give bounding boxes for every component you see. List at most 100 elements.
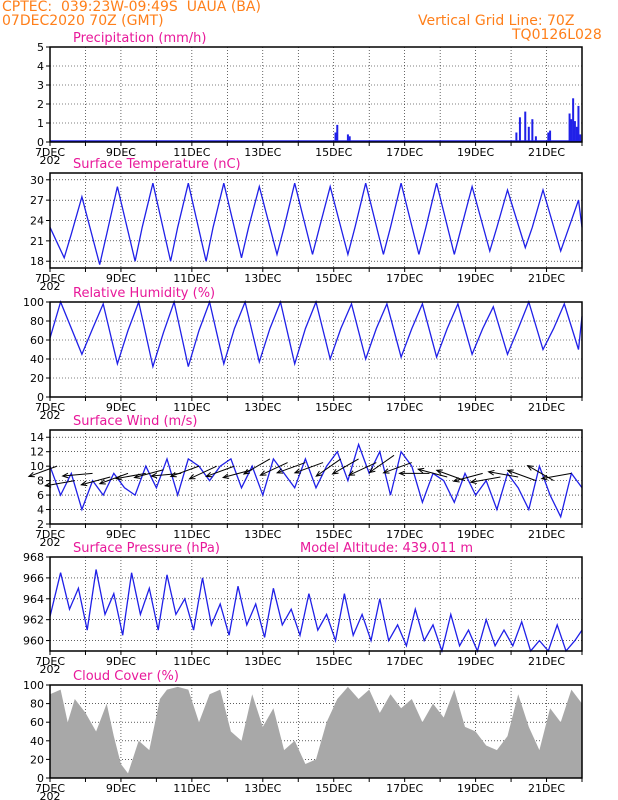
wind-arrow xyxy=(28,465,58,477)
x-tick-label: 15DEC xyxy=(315,655,352,668)
wind-arrow xyxy=(541,472,572,480)
y-tick-label: 12 xyxy=(30,446,44,459)
y-tick-label: 24 xyxy=(30,215,44,228)
wind-arrow-head xyxy=(417,467,425,474)
y-tick-label: 60 xyxy=(30,334,44,347)
precip-bar xyxy=(579,134,582,142)
wind-arrow xyxy=(470,476,501,483)
x-tick-label: 17DEC xyxy=(386,401,423,414)
panel-frame xyxy=(49,46,583,143)
wind-arrow-head xyxy=(169,471,177,478)
precip-bar xyxy=(348,136,351,142)
y-tick-label: 0 xyxy=(37,136,44,149)
x-tick-label: 19DEC xyxy=(457,528,494,541)
y-tick-label: 100 xyxy=(23,296,44,309)
precip-bar xyxy=(570,119,573,142)
y-tick-label: 30 xyxy=(30,174,44,187)
precip-bar xyxy=(577,105,580,142)
product-code: TQ0126L028 xyxy=(512,27,602,43)
wind-arrow-head xyxy=(98,479,106,485)
y-tick-label: 100 xyxy=(23,679,44,692)
wind-arrow xyxy=(332,458,359,475)
x-tick-label: 15DEC xyxy=(315,528,352,541)
wind-arrow xyxy=(151,472,182,477)
y-tick-label: 5 xyxy=(37,41,44,54)
wind-arrow-head xyxy=(526,464,534,471)
x-tick-label: 13DEC xyxy=(244,146,281,159)
wind-arrow-head xyxy=(205,471,213,478)
y-tick-label: 1 xyxy=(37,117,44,130)
panel-frame xyxy=(49,172,583,269)
y-tick-label: 2 xyxy=(37,518,44,531)
series-line xyxy=(49,299,583,370)
x-tick-label: 9DEC xyxy=(106,782,136,795)
panel-title: Surface Temperature (nC) xyxy=(73,157,241,172)
series-line xyxy=(49,569,583,654)
x-tick-label: 17DEC xyxy=(386,146,423,159)
header-line-1: CPTEC: 039:23W-09:49S UAUA (BA) xyxy=(2,0,261,15)
panel-title: Cloud Cover (%) xyxy=(73,669,179,684)
precip-bar xyxy=(524,111,527,142)
x-tick-label: 21DEC xyxy=(528,401,565,414)
y-tick-label: 40 xyxy=(30,735,44,748)
x-tick-label: 7DEC xyxy=(35,782,65,795)
precip-bar xyxy=(515,132,518,142)
x-year-stub: 202 xyxy=(40,536,61,549)
y-tick-label: 0 xyxy=(37,772,44,785)
wind-arrow xyxy=(383,462,412,474)
x-tick-label: 21DEC xyxy=(528,782,565,795)
precip-bar xyxy=(547,132,550,142)
wind-arrow-head xyxy=(44,482,52,488)
x-year-stub: 202 xyxy=(40,280,61,293)
panel-frame xyxy=(49,429,583,525)
x-tick-label: 17DEC xyxy=(386,782,423,795)
x-tick-label: 13DEC xyxy=(244,528,281,541)
wind-arrow xyxy=(189,465,217,480)
y-tick-label: 80 xyxy=(30,315,44,328)
precip-bar xyxy=(549,130,552,142)
wind-arrow xyxy=(206,465,235,477)
panel-frame xyxy=(49,301,583,398)
wind-arrow-head xyxy=(133,473,141,479)
x-tick-label: 19DEC xyxy=(457,782,494,795)
y-tick-label: 20 xyxy=(30,372,44,385)
wind-arrow xyxy=(488,471,519,478)
x-tick-label: 19DEC xyxy=(457,655,494,668)
x-tick-label: 15DEC xyxy=(315,401,352,414)
series-line xyxy=(49,442,583,519)
x-year-stub: 202 xyxy=(40,663,61,676)
x-tick-label: 11DEC xyxy=(173,528,210,541)
x-tick-label: 19DEC xyxy=(457,272,494,285)
wind-arrow xyxy=(243,458,271,475)
precip-bar xyxy=(534,136,537,142)
x-tick-label: 11DEC xyxy=(173,401,210,414)
x-tick-label: 11DEC xyxy=(173,655,210,668)
x-tick-label: 17DEC xyxy=(386,655,423,668)
panel-title: Surface Pressure (hPa) xyxy=(73,541,220,556)
y-tick-label: 2 xyxy=(37,98,44,111)
wind-arrow xyxy=(276,462,306,474)
wind-arrow-head xyxy=(368,467,376,474)
wind-arrow xyxy=(223,469,253,479)
x-tick-label: 15DEC xyxy=(315,782,352,795)
x-tick-label: 21DEC xyxy=(528,146,565,159)
wind-arrow xyxy=(99,472,129,485)
y-tick-label: 960 xyxy=(23,635,44,648)
model-altitude-label: Model Altitude: 439.011 m xyxy=(300,541,473,556)
wind-arrow xyxy=(62,472,93,477)
y-tick-label: 6 xyxy=(37,489,44,502)
wind-arrow-head xyxy=(114,474,123,481)
x-tick-label: 13DEC xyxy=(244,401,281,414)
y-tick-label: 8 xyxy=(37,475,44,488)
wind-arrow-head xyxy=(435,469,443,475)
y-tick-label: 0 xyxy=(37,391,44,404)
x-tick-label: 17DEC xyxy=(386,272,423,285)
x-tick-label: 13DEC xyxy=(244,782,281,795)
vertical-grid-label: Vertical Grid Line: 70Z xyxy=(418,13,575,29)
wind-arrow xyxy=(170,465,200,477)
wind-arrow xyxy=(418,468,448,478)
wind-arrow-head xyxy=(398,470,406,477)
y-tick-label: 10 xyxy=(30,460,44,473)
x-tick-label: 11DEC xyxy=(173,146,210,159)
